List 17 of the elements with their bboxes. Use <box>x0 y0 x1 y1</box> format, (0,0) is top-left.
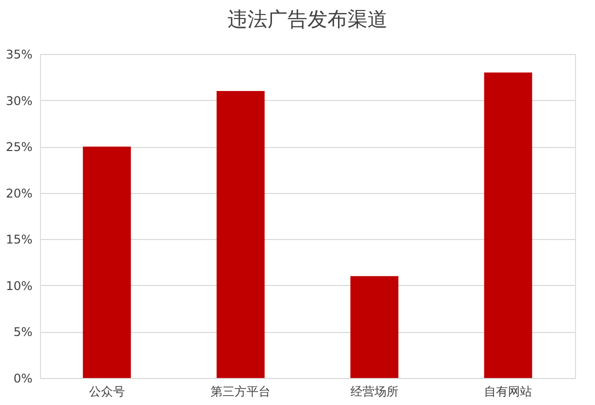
bar <box>82 146 131 378</box>
bar <box>484 72 532 378</box>
y-tick-label: 35% <box>6 48 32 62</box>
bar <box>216 91 265 378</box>
y-tick-label: 30% <box>6 94 32 108</box>
y-tick-label: 5% <box>13 325 32 340</box>
bar <box>350 276 398 378</box>
y-tick-label: 20% <box>6 186 32 200</box>
chart-title: 违法广告发布渠道 <box>228 7 388 31</box>
x-tick-label: 公众号 <box>88 384 125 398</box>
y-tick-label: 10% <box>6 278 32 293</box>
x-tick-label: 经营场所 <box>350 384 398 398</box>
x-tick-label: 第三方平台 <box>210 384 271 398</box>
y-tick-label: 25% <box>6 140 32 154</box>
x-tick-label: 自有网站 <box>484 384 532 398</box>
y-tick-label: 15% <box>6 232 32 247</box>
y-tick-label: 0% <box>13 372 32 386</box>
